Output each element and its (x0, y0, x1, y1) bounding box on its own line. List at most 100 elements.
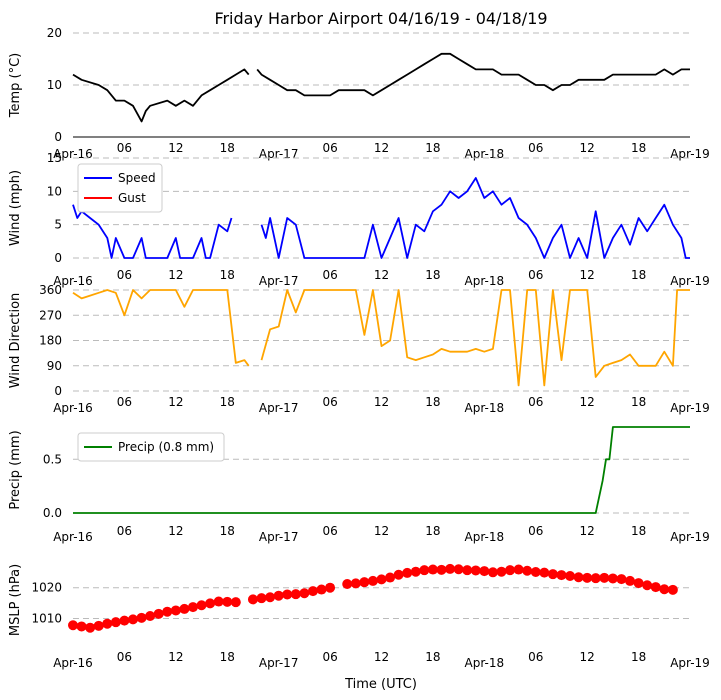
x-tick-label: 18 (220, 650, 235, 664)
series-line-p1 (72, 52, 690, 123)
y-tick-label: 1020 (31, 581, 62, 595)
data-point (642, 580, 653, 591)
data-point (307, 586, 318, 597)
series-line-speed (72, 177, 690, 259)
data-point (402, 567, 413, 578)
data-point (119, 615, 130, 626)
x-tick-label: 18 (220, 141, 235, 155)
legend-box (77, 432, 225, 462)
data-point (410, 566, 421, 577)
x-tick-label: 06 (117, 141, 132, 155)
data-point (436, 564, 447, 575)
data-point (110, 617, 121, 628)
data-point (153, 608, 164, 619)
x-tick-label: Apr-17 (259, 147, 299, 161)
legend-entry: Gust (118, 191, 146, 205)
legend-box (77, 163, 163, 213)
data-point (667, 584, 678, 595)
data-point (625, 575, 636, 586)
x-tick-label: 12 (580, 395, 595, 409)
data-point (453, 564, 464, 575)
data-point (170, 605, 181, 616)
data-point (359, 577, 370, 588)
x-axis-label: Time (UTC) (344, 677, 417, 692)
y-axis-label: MSLP (hPa) (8, 564, 23, 636)
data-point (496, 566, 507, 577)
data-point (565, 571, 576, 581)
x-tick-label: 18 (631, 268, 646, 282)
x-tick-label: 06 (528, 141, 543, 155)
x-tick-label: Apr-18 (465, 530, 505, 544)
y-tick-label: 270 (39, 308, 62, 322)
legend-entry: Speed (118, 171, 156, 185)
data-point (350, 578, 361, 589)
x-tick-label: 18 (425, 268, 440, 282)
x-tick-label: Apr-17 (259, 274, 299, 288)
x-tick-label: 12 (168, 268, 183, 282)
x-tick-label: 06 (117, 395, 132, 409)
data-point (222, 596, 233, 607)
x-tick-label: 18 (631, 650, 646, 664)
x-tick-label: 18 (631, 395, 646, 409)
data-point (127, 614, 138, 625)
x-tick-label: 12 (168, 650, 183, 664)
data-point (213, 596, 224, 607)
x-tick-label: 06 (322, 524, 337, 538)
x-tick-label: 06 (322, 395, 337, 409)
x-tick-label: Apr-16 (53, 147, 93, 161)
x-tick-label: 12 (168, 141, 183, 155)
x-tick-label: 12 (374, 268, 389, 282)
data-point (522, 565, 533, 576)
x-tick-label: 06 (528, 650, 543, 664)
x-tick-label: 06 (322, 268, 337, 282)
y-tick-label: 20 (47, 26, 62, 40)
x-tick-label: Apr-17 (259, 401, 299, 415)
y-tick-label: 90 (47, 359, 62, 373)
x-tick-label: 18 (425, 141, 440, 155)
x-tick-label: 12 (580, 650, 595, 664)
x-tick-label: 06 (322, 650, 337, 664)
data-point (187, 602, 198, 613)
data-point (376, 574, 387, 585)
data-point (299, 588, 310, 599)
data-point (607, 573, 618, 584)
data-point (76, 621, 87, 632)
data-point (539, 567, 550, 578)
panel-3: 0 90 180 270 360 Wind Direction Apr-16 06 12 18 Ap… (8, 283, 710, 415)
data-point (325, 582, 336, 593)
x-tick-label: Apr-16 (53, 530, 93, 544)
x-tick-label: 18 (425, 395, 440, 409)
x-tick-label: Apr-18 (465, 274, 505, 288)
x-tick-label: 12 (168, 524, 183, 538)
panel-2: 0 5 10 15 Wind (mph) Apr-16 06 12 18 Apr-17 06 12 18… (8, 151, 710, 288)
data-point (316, 584, 327, 595)
x-tick-label: 12 (374, 395, 389, 409)
data-point (393, 569, 404, 580)
x-tick-label: 12 (374, 650, 389, 664)
y-tick-label: 1010 (31, 611, 62, 625)
data-point (247, 594, 258, 605)
data-point (479, 566, 490, 577)
y-tick-label: 360 (39, 283, 62, 297)
y-tick-label: 5 (54, 218, 62, 232)
data-point (196, 600, 207, 611)
data-point (650, 582, 661, 593)
x-tick-label: Apr-17 (259, 530, 299, 544)
data-point (616, 574, 627, 585)
data-point (367, 575, 378, 586)
x-tick-label: Apr-16 (53, 274, 93, 288)
x-tick-label: 06 (528, 268, 543, 282)
panel-5: 1010 1020 MSLP (hPa) Apr-16 06 12 18 Apr-17 06 12… (8, 564, 710, 670)
panel-1: 0 10 20 Temp (°C) Apr-16 06 12 18 Apr-17 06 12 18 Ap… (8, 26, 710, 161)
x-tick-label: 18 (425, 524, 440, 538)
data-point (342, 579, 353, 589)
x-tick-label: 12 (580, 524, 595, 538)
x-tick-label: 06 (117, 650, 132, 664)
data-point (427, 564, 438, 575)
data-point (265, 592, 276, 603)
x-tick-label: Apr-19 (670, 147, 710, 161)
data-point (205, 598, 216, 609)
x-tick-label: Apr-19 (670, 401, 710, 415)
x-tick-label: 06 (117, 268, 132, 282)
